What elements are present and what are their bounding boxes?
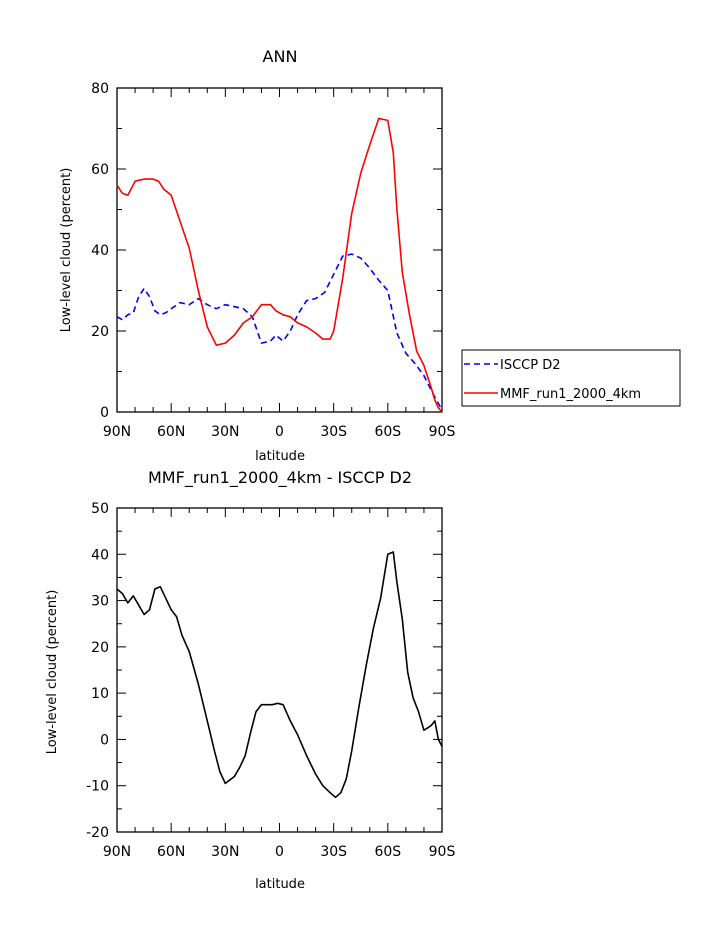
top-chart: ANN 90N 60N 30N 0 30S 60S 90S 0 20 40 60 80 latitud…	[59, 47, 681, 464]
plot-area: 90N 60N 30N 0 30S 60S 90S -20 -10 0 10 20 30 40 50	[86, 501, 455, 860]
y-tick-label: 20	[91, 324, 109, 340]
legend-label-mmf: MMF_run1_2000_4km	[500, 387, 641, 402]
series-line-0	[116, 253, 443, 411]
plot-area: 90N 60N 30N 0 30S 60S 90S 0 20 40 60 80	[91, 81, 455, 440]
x-tick-label: 90S	[429, 424, 456, 440]
x-tick-label: 60N	[157, 844, 185, 860]
y-tick-label: -10	[86, 779, 109, 795]
x-tick-label: 0	[275, 424, 284, 440]
chart-title: ANN	[263, 47, 298, 66]
y-tick-label: 80	[91, 81, 109, 97]
x-tick-label: 0	[275, 844, 284, 860]
x-axis-label: latitude	[255, 877, 305, 892]
bottom-chart: MMF_run1_2000_4km - ISCCP D2 90N 60N 30N 0 3…	[45, 468, 455, 892]
y-tick-label: 0	[100, 405, 109, 421]
y-tick-label: 30	[91, 594, 109, 610]
x-tick-label: 90S	[429, 844, 456, 860]
x-tick-label: 30S	[320, 424, 347, 440]
legend: ISCCP D2 MMF_run1_2000_4km	[461, 349, 681, 407]
y-tick-label: 40	[91, 243, 109, 259]
legend-box	[461, 349, 681, 407]
y-axis-label: Low-level cloud (percent)	[45, 590, 60, 755]
x-tick-label: 90N	[103, 844, 131, 860]
y-tick-label: 20	[91, 640, 109, 656]
y-tick-label: 0	[100, 732, 109, 748]
x-tick-label: 30N	[211, 424, 239, 440]
plot-frame	[116, 87, 443, 413]
y-tick-label: 50	[91, 501, 109, 517]
y-axis-label: Low-level cloud (percent)	[59, 168, 74, 333]
x-axis-label: latitude	[255, 449, 305, 464]
series-line-0	[116, 551, 443, 799]
x-tick-label: 60N	[157, 424, 185, 440]
x-tick-label: 30S	[320, 844, 347, 860]
x-tick-label: 60S	[374, 844, 401, 860]
chart-title: MMF_run1_2000_4km - ISCCP D2	[148, 468, 412, 488]
y-tick-label: -20	[86, 825, 109, 841]
x-tick-label: 60S	[374, 424, 401, 440]
y-tick-label: 40	[91, 547, 109, 563]
y-tick-label: 10	[91, 686, 109, 702]
x-tick-label: 90N	[103, 424, 131, 440]
y-tick-label: 60	[91, 162, 109, 178]
legend-label-isccp: ISCCP D2	[500, 358, 561, 373]
series-line-1	[116, 117, 443, 413]
x-tick-label: 30N	[211, 844, 239, 860]
